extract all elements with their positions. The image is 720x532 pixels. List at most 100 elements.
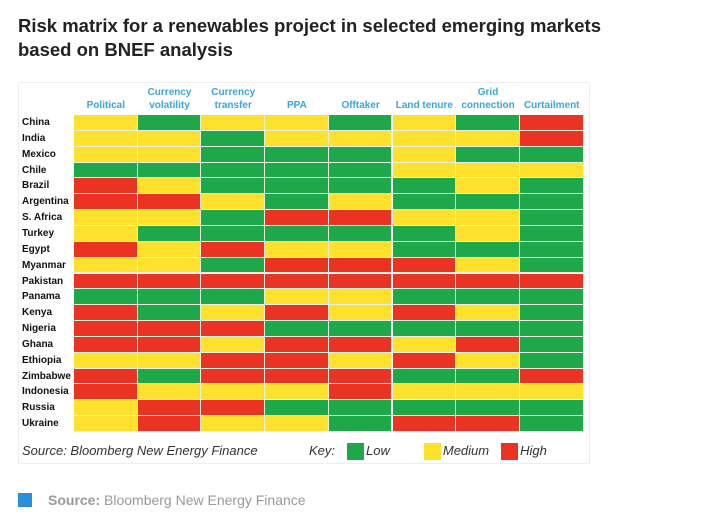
legend-label-high: High (520, 443, 547, 458)
risk-cell (74, 289, 138, 306)
risk-cell (265, 416, 329, 432)
risk-cell (392, 115, 457, 131)
risk-cell (74, 115, 138, 131)
risk-cell (328, 178, 393, 195)
risk-cell (201, 257, 266, 274)
risk-cell (137, 241, 202, 258)
risk-cell (519, 321, 584, 337)
risk-cell (456, 400, 520, 417)
risk-cell (519, 146, 584, 163)
risk-cell (265, 146, 329, 163)
risk-cell (74, 241, 138, 258)
column-header-line-1 (265, 86, 329, 99)
risk-cell (328, 273, 393, 290)
risk-cell (265, 178, 329, 195)
risk-cell (201, 241, 266, 258)
risk-cell (137, 225, 202, 242)
risk-cell (201, 400, 266, 417)
column-header: Currency volatility (138, 86, 202, 112)
risk-cell (392, 225, 457, 242)
risk-cell (392, 289, 457, 306)
risk-cell (74, 146, 138, 163)
risk-cell (456, 305, 520, 322)
risk-cell (328, 305, 393, 322)
column-header-line-1 (393, 86, 457, 99)
risk-cell (519, 241, 584, 258)
legend-label-low: Low (366, 443, 390, 458)
risk-cell (137, 352, 202, 369)
risk-cell (328, 115, 393, 131)
risk-cell (456, 416, 520, 432)
risk-cell (519, 225, 584, 242)
risk-cell (74, 400, 138, 417)
risk-cell (328, 336, 393, 353)
risk-cell (519, 194, 584, 211)
risk-cell (265, 289, 329, 306)
risk-cell (392, 194, 457, 211)
column-header-line-1: Currency (211, 87, 256, 98)
risk-cell (328, 130, 393, 147)
risk-cell (456, 368, 520, 385)
row-label: Kenya (22, 307, 53, 319)
risk-cell (265, 305, 329, 322)
row-label: Myanmar (22, 259, 66, 271)
risk-cell (74, 210, 138, 226)
risk-cell (519, 368, 584, 385)
risk-cell (74, 225, 138, 242)
risk-cell (201, 352, 266, 369)
risk-cell (137, 368, 202, 385)
risk-cell (201, 273, 266, 290)
risk-cell (265, 194, 329, 211)
risk-cell (328, 368, 393, 385)
risk-cell (137, 146, 202, 163)
risk-cell (392, 162, 457, 179)
risk-cell (265, 384, 329, 401)
row-label: India (22, 132, 46, 144)
column-header: Curtailment (520, 86, 584, 112)
column-header-line-2: Offtaker (341, 100, 380, 111)
column-header-line-2: Curtailment (523, 100, 580, 111)
blue-square-icon (18, 493, 32, 507)
row-label: Brazil (22, 180, 50, 192)
risk-cell (456, 321, 520, 337)
row-label: Indonesia (22, 386, 69, 398)
footer-source-text: Bloomberg New Energy Finance (104, 492, 306, 508)
risk-cell (328, 146, 393, 163)
risk-cell (392, 210, 457, 226)
column-header-line-2: Land tenure (395, 100, 453, 111)
risk-cell (392, 257, 457, 274)
risk-cell (456, 115, 520, 131)
risk-cell (456, 194, 520, 211)
risk-cell (137, 115, 202, 131)
risk-cell (265, 241, 329, 258)
risk-cell (392, 416, 457, 432)
row-label: Turkey (22, 227, 55, 239)
risk-cell (456, 210, 520, 226)
risk-cell (137, 162, 202, 179)
risk-cell (328, 289, 393, 306)
risk-matrix-panel: Political Currency volatility Currency trans… (18, 82, 590, 464)
risk-cell (328, 241, 393, 258)
risk-cell (137, 384, 202, 401)
risk-cell (201, 336, 266, 353)
row-label: Chile (22, 164, 47, 176)
risk-cell (456, 336, 520, 353)
column-header: Land tenure (393, 86, 457, 112)
risk-cell (519, 289, 584, 306)
risk-cell (201, 384, 266, 401)
risk-cell (519, 178, 584, 195)
risk-cell (74, 178, 138, 195)
risk-cell (392, 273, 457, 290)
risk-cell (137, 130, 202, 147)
row-label: Ethiopia (22, 354, 62, 366)
risk-cell (74, 162, 138, 179)
risk-cell (519, 162, 584, 179)
risk-cell (265, 336, 329, 353)
row-label: Russia (22, 402, 55, 414)
risk-cell (392, 130, 457, 147)
risk-cell (328, 162, 393, 179)
column-header-line-2: volatility (149, 100, 190, 111)
risk-cell (265, 352, 329, 369)
column-header: PPA (265, 86, 329, 112)
risk-cell (137, 257, 202, 274)
